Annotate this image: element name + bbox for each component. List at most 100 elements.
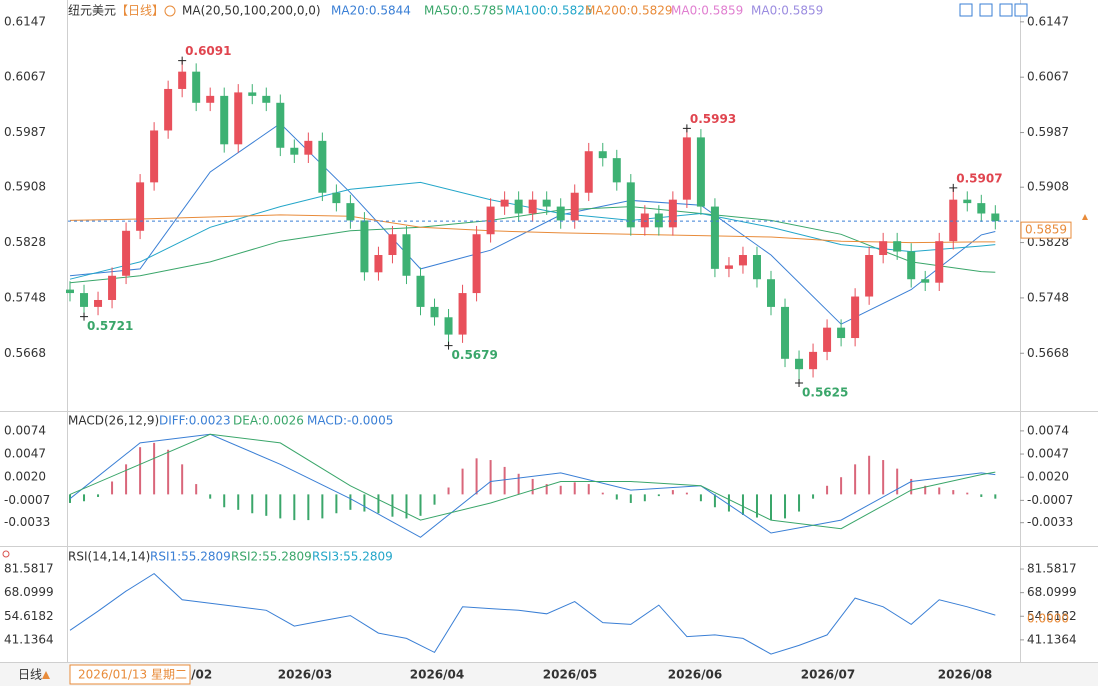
candle-body bbox=[318, 140, 327, 193]
extreme-marker bbox=[682, 124, 691, 133]
macd-bar bbox=[139, 447, 142, 495]
y-tick-label-left: 68.0999 bbox=[4, 585, 54, 599]
macd-bar bbox=[826, 485, 829, 495]
macd-bar bbox=[685, 492, 688, 495]
line-series bbox=[69, 433, 996, 530]
macd-bar bbox=[461, 468, 464, 495]
x-tick-label: 2026/05 bbox=[543, 668, 597, 682]
y-tick-label-right: 0.5748 bbox=[1027, 290, 1069, 304]
y-tick-label-right: 68.0999 bbox=[1027, 585, 1077, 599]
legend-entry: MA0:0.5859 bbox=[671, 4, 743, 18]
icon[interactable] bbox=[1014, 3, 1028, 17]
extreme-marker bbox=[444, 341, 453, 350]
extreme-label: 0.5993 bbox=[690, 112, 736, 126]
y-tick-label-left: 0.5908 bbox=[4, 180, 46, 194]
macd-bar bbox=[335, 494, 338, 514]
macd-bar bbox=[587, 484, 590, 495]
macd-bar bbox=[980, 494, 983, 497]
line-series bbox=[69, 214, 996, 244]
extreme-marker bbox=[178, 56, 187, 65]
y-tick-label-left: 0.5668 bbox=[4, 346, 46, 360]
x-tick-label: 2026/06 bbox=[668, 668, 722, 682]
candle-body bbox=[977, 203, 986, 214]
macd-bar bbox=[910, 478, 913, 495]
macd-bar bbox=[321, 494, 324, 519]
y-tick-label-right: 0.6067 bbox=[1027, 70, 1069, 84]
macd-bar bbox=[475, 458, 478, 495]
legend-entry: RSI1:55.2809 bbox=[150, 550, 231, 564]
candle-body bbox=[192, 71, 201, 103]
macd-bar bbox=[854, 464, 857, 495]
y-tick-label-right: 0.0020 bbox=[1027, 470, 1069, 484]
candle-body bbox=[851, 296, 860, 339]
candle-body bbox=[795, 358, 804, 370]
y-tick-label-left: 0.0047 bbox=[4, 447, 46, 461]
macd-bar bbox=[966, 492, 969, 495]
y-tick-label-right: -0.0007 bbox=[1027, 493, 1073, 507]
macd-bar bbox=[545, 484, 548, 495]
candle-body bbox=[80, 293, 89, 307]
y-tick-label-right: 81.5817 bbox=[1027, 562, 1077, 576]
legend-entry: MA200:0.5829 bbox=[585, 4, 673, 18]
macd-bar bbox=[784, 494, 787, 519]
candle-body bbox=[304, 140, 313, 155]
candle-body bbox=[346, 203, 355, 221]
rsi-tag: 0.0000 bbox=[1027, 612, 1069, 626]
y-tick-label-right: 0.5987 bbox=[1027, 125, 1069, 139]
extreme-label: 0.5679 bbox=[452, 348, 498, 362]
macd-bar bbox=[377, 494, 380, 514]
candle-body bbox=[122, 230, 131, 276]
footer-date: 2026/01/13 星期二 bbox=[78, 668, 187, 682]
candle-body bbox=[949, 199, 958, 242]
y-tick-label-left: 0.6147 bbox=[4, 14, 46, 28]
toolbar-icons[interactable] bbox=[959, 3, 1028, 17]
macd-bar bbox=[237, 494, 240, 510]
extreme-label: 0.5721 bbox=[87, 319, 133, 333]
icon[interactable] bbox=[999, 3, 1013, 17]
candle-body bbox=[164, 88, 173, 131]
y-tick-label-right: -0.0033 bbox=[1027, 515, 1073, 529]
candle-body bbox=[612, 158, 621, 183]
macd-bar bbox=[952, 490, 955, 495]
icon[interactable] bbox=[959, 3, 973, 17]
legend-entry: DEA:0.0026 bbox=[233, 414, 304, 428]
candle-body bbox=[837, 327, 846, 339]
y-tick-label-right: 0.5908 bbox=[1027, 180, 1069, 194]
macd-bar bbox=[896, 468, 899, 495]
date-box bbox=[69, 664, 191, 685]
last-price-label: 0.5859 bbox=[1025, 223, 1067, 237]
x-tick-label: 2026/08 bbox=[938, 668, 992, 682]
candle-body bbox=[879, 241, 888, 256]
candle-body bbox=[360, 220, 369, 273]
macd-bar bbox=[770, 494, 772, 521]
macd-bar bbox=[629, 494, 632, 503]
candle-body bbox=[486, 206, 495, 235]
candle-body bbox=[248, 92, 257, 96]
y-tick-label-left: 0.6067 bbox=[4, 70, 46, 84]
settings-icon[interactable] bbox=[164, 5, 176, 17]
y-tick-label-left: -0.0007 bbox=[4, 493, 50, 507]
y-tick-label-right: 0.6147 bbox=[1027, 14, 1069, 28]
x-tick-label: 2026/07 bbox=[801, 668, 855, 682]
macd-bar bbox=[601, 492, 604, 495]
macd-bar bbox=[97, 494, 100, 497]
candle-body bbox=[416, 275, 425, 307]
macd-bar bbox=[812, 494, 815, 499]
icon[interactable] bbox=[979, 3, 993, 17]
candle-body bbox=[290, 147, 299, 155]
legend-entry: MA20:0.5844 bbox=[331, 4, 411, 18]
candle-body bbox=[472, 234, 481, 294]
macd-bar bbox=[265, 494, 268, 516]
settings-icon[interactable] bbox=[2, 550, 10, 558]
macd-bar bbox=[195, 484, 198, 495]
footer-arrow[interactable] bbox=[42, 671, 50, 679]
period-label: 【日线】 bbox=[116, 4, 164, 18]
candle-body bbox=[178, 71, 187, 89]
macd-bar bbox=[251, 494, 254, 514]
y-tick-label-right: 41.1364 bbox=[1027, 632, 1077, 646]
footer-period[interactable]: 日线 bbox=[18, 668, 42, 682]
rsi-title: RSI(14,14,14) bbox=[68, 550, 150, 564]
extreme-label: 0.6091 bbox=[185, 44, 231, 58]
candle-body bbox=[598, 151, 607, 159]
candle-body bbox=[767, 279, 775, 307]
